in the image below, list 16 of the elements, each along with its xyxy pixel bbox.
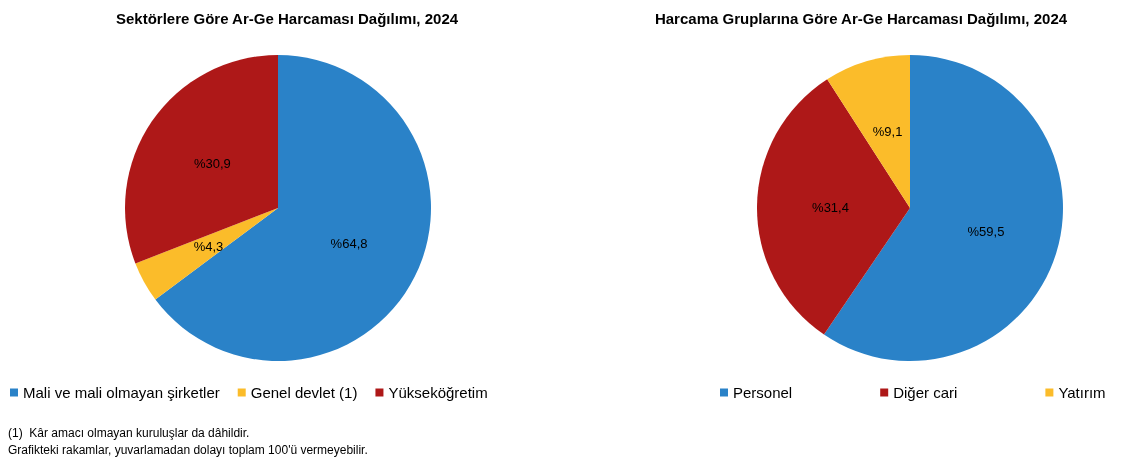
legend-label: Personel: [733, 384, 793, 401]
data-label: %31,4: [812, 199, 849, 215]
text: Grafikteki rakamlar, yuvarlamadan dolayı toplam 100'ü vermeyebilir.: [8, 443, 368, 457]
text: (1) Kâr amacı olmayan kuruluşlar da dâhildir.: [8, 426, 250, 440]
data-label: %64,8: [330, 236, 368, 252]
chart-title: Harcama Gruplarına Göre Ar-Ge Harcaması Dağılımı, 2024: [654, 10, 1068, 27]
legend-label: Mali ve mali olmayan şirketler: [23, 384, 220, 401]
data-label: %59,5: [967, 223, 1005, 239]
legend-label: Yatırım: [1058, 384, 1106, 401]
legend-label: Diğer cari: [893, 384, 958, 401]
legend-label: Yükseköğretim: [388, 384, 488, 401]
data-label: %4,3: [193, 239, 224, 255]
chart-title: Sektörlere Göre Ar-Ge Harcaması Dağılımı, 2024: [115, 10, 459, 27]
data-label: %9,1: [872, 124, 903, 140]
legend-label: Genel devlet (1): [250, 384, 358, 401]
data-label: %30,9: [193, 155, 231, 171]
